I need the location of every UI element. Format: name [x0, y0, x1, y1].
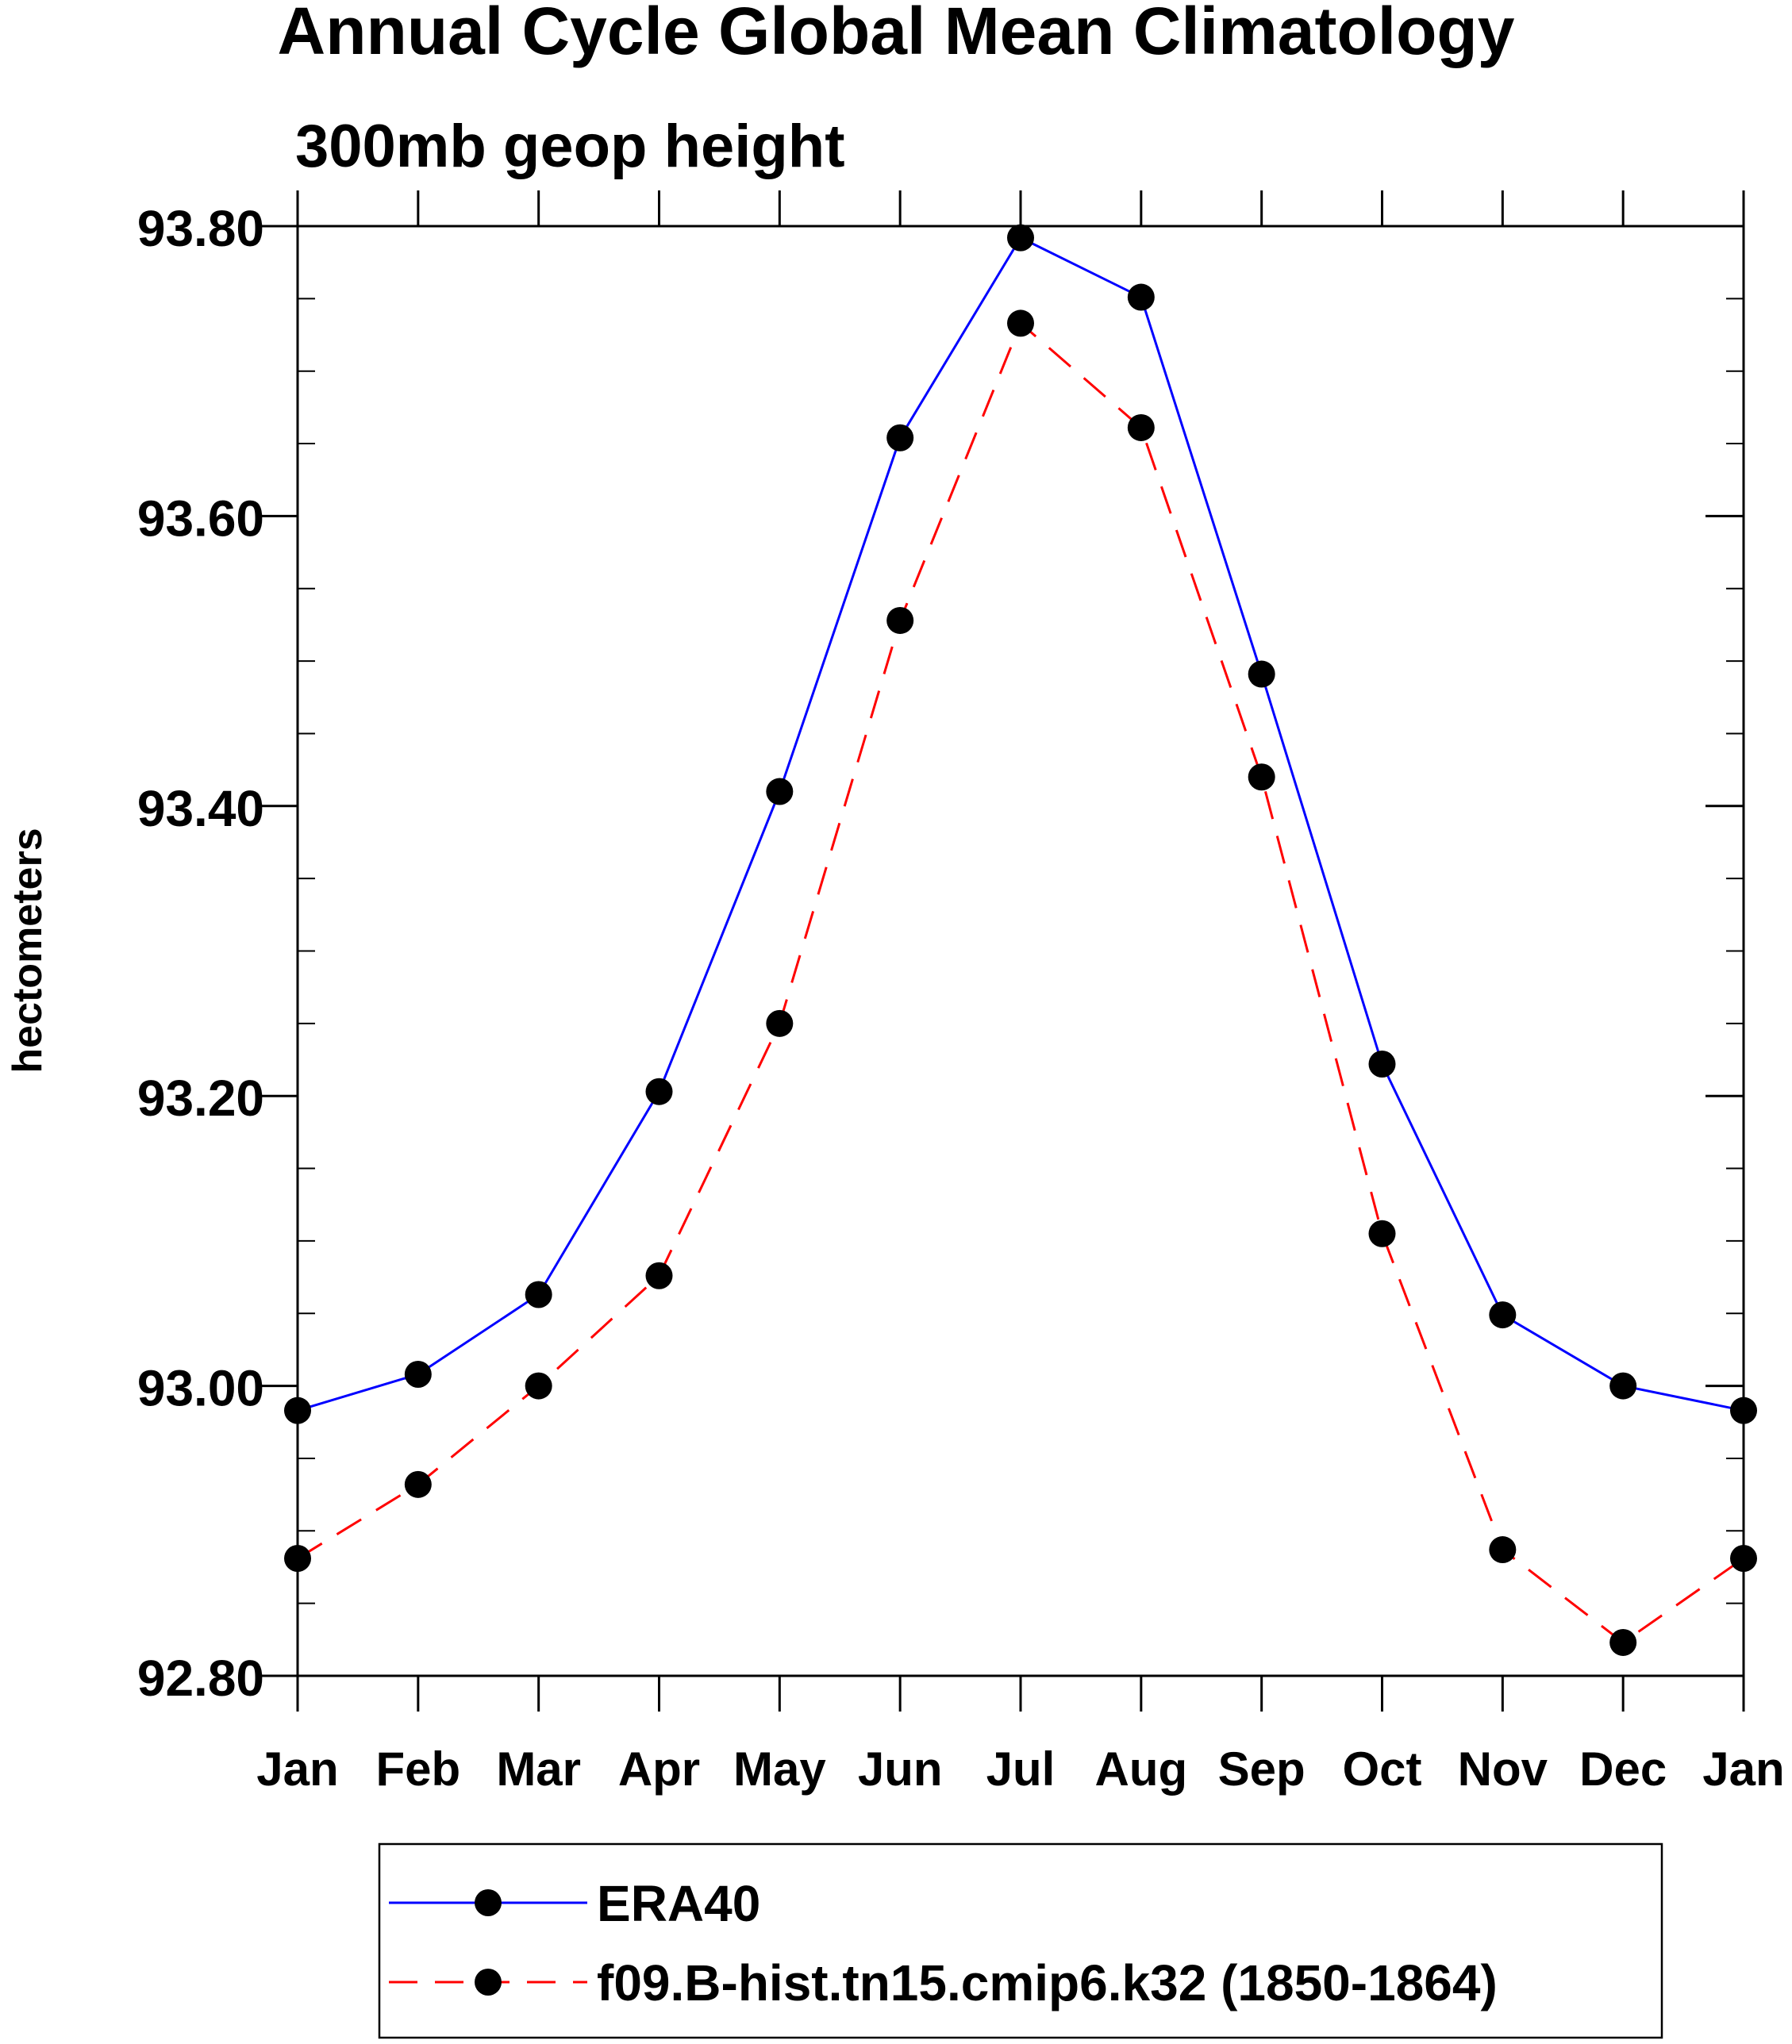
data-point [404, 1360, 432, 1388]
data-point [1609, 1372, 1637, 1400]
series-line [297, 321, 1744, 1644]
data-point [1248, 763, 1275, 791]
x-tick-label: Jan [1702, 1742, 1784, 1796]
data-point [525, 1372, 552, 1400]
x-tick-label: Apr [618, 1742, 700, 1796]
chart-subtitle: 300mb geop height [295, 113, 845, 180]
x-tick-label: Mar [496, 1742, 581, 1796]
y-tick-label: 93.20 [137, 1070, 264, 1127]
series-layer [284, 224, 1757, 1656]
data-point [1489, 1536, 1517, 1564]
legend-entry: f09.B-hist.tn15.cmip6.k32 (1850-1864) [597, 1954, 1498, 2011]
y-tick-label: 93.60 [137, 490, 264, 547]
axis-ticks [262, 190, 1745, 1712]
data-point [886, 606, 914, 634]
x-tick-label: Jul [986, 1742, 1056, 1796]
data-point [404, 1470, 432, 1498]
x-tick-label: Feb [375, 1742, 460, 1796]
series-line [297, 236, 1744, 1412]
y-tick-label: 93.00 [137, 1360, 264, 1417]
legend-marker [475, 1889, 502, 1916]
data-point [1368, 1220, 1396, 1247]
legend-entry: ERA40 [597, 1875, 760, 1932]
x-tick-label: Aug [1095, 1742, 1188, 1796]
y-tick-label: 92.80 [137, 1650, 264, 1707]
data-point [1609, 1628, 1637, 1656]
y-tick-label: 93.80 [137, 200, 264, 257]
y-axis-label: hectometers [5, 828, 51, 1073]
legend-box [378, 1842, 1663, 2039]
x-tick-label: Sep [1218, 1742, 1306, 1796]
plot-frame [296, 225, 1745, 1677]
series-era40 [284, 224, 1757, 1424]
data-point [645, 1078, 673, 1105]
x-tick-label: May [733, 1742, 826, 1796]
chart-title: Annual Cycle Global Mean Climatology [278, 0, 1515, 68]
data-point [1007, 309, 1034, 337]
data-point [1489, 1301, 1517, 1329]
data-point [1127, 413, 1155, 441]
data-point [766, 778, 794, 805]
data-point [1248, 660, 1275, 688]
data-point [645, 1262, 673, 1289]
x-tick-label: Jun [858, 1742, 943, 1796]
data-point [766, 1009, 794, 1037]
legend: ERA40 f09.B-hist.tn15.cmip6.k32 (1850-186… [378, 1842, 1663, 2039]
x-tick-label: Oct [1342, 1742, 1421, 1796]
x-tick-labels: Jan Feb Mar Apr May Jun Jul Aug Sep Oct Nov Dec Jan [256, 1742, 1784, 1796]
data-point [1127, 283, 1155, 311]
data-point [1007, 224, 1034, 252]
legend-marker [475, 1969, 502, 1996]
data-point [525, 1281, 552, 1308]
y-tick-label: 93.40 [137, 780, 264, 837]
y-tick-labels: 93.80 93.60 93.40 93.20 93.00 92.80 [137, 200, 264, 1707]
data-point [886, 424, 914, 451]
x-tick-label: Dec [1579, 1742, 1667, 1796]
x-tick-label: Nov [1458, 1742, 1548, 1796]
x-tick-label: Jan [256, 1742, 338, 1796]
data-point [1368, 1051, 1396, 1078]
series-model [284, 309, 1757, 1656]
